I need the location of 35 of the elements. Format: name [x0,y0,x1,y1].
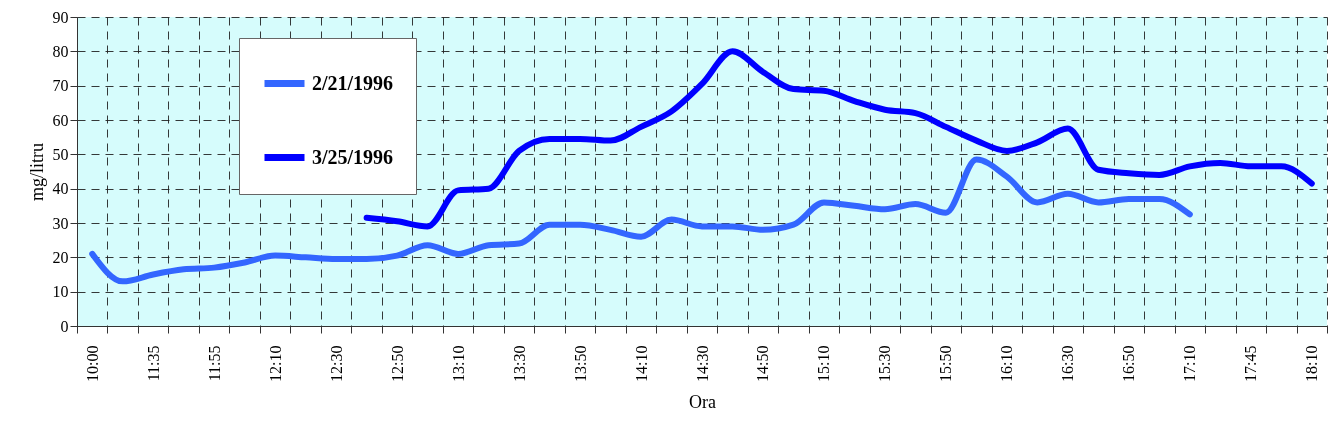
y-tick-label: 0 [60,317,69,335]
x-tick-label: 10:00 [83,345,101,382]
x-tick-label: 14:30 [693,345,711,382]
x-tick-label: 11:35 [144,345,162,382]
legend-label: 3/25/1996 [312,145,394,168]
x-tick-label: 13:50 [571,345,589,382]
x-tick-label: 16:50 [1120,345,1138,382]
x-tick-label: 11:55 [205,345,223,382]
x-tick-label: 13:30 [510,345,528,382]
x-tick-label: 12:30 [327,345,345,382]
x-tick-label: 17:10 [1181,345,1199,382]
x-tick-label: 17:45 [1242,345,1260,382]
x-tick-label: 15:10 [815,345,833,382]
x-tick-label: 12:50 [388,345,406,382]
y-axis-title: mg/litru [26,143,47,201]
legend-label: 2/21/1996 [312,71,394,94]
y-tick-label: 30 [52,214,69,232]
x-tick-label: 14:50 [754,345,772,382]
x-tick-label: 13:10 [449,345,467,382]
y-tick-label: 20 [52,248,69,266]
y-tick-label: 10 [52,283,69,301]
y-tick-label: 70 [52,77,69,95]
y-tick-label: 40 [52,180,69,198]
x-axis-title: Ora [689,391,716,412]
y-tick-label: 60 [52,111,69,129]
y-tick-label: 50 [52,145,69,163]
x-tick-label: 14:10 [632,345,650,382]
x-tick-label: 15:30 [876,345,894,382]
x-tick-label: 15:50 [937,345,955,382]
x-tick-label: 16:10 [998,345,1016,382]
x-tick-label: 12:10 [266,345,284,382]
x-tick-label: 16:30 [1059,345,1077,382]
y-tick-label: 80 [52,42,69,60]
y-tick-label: 90 [52,8,69,26]
x-tick-label: 18:10 [1303,345,1321,382]
